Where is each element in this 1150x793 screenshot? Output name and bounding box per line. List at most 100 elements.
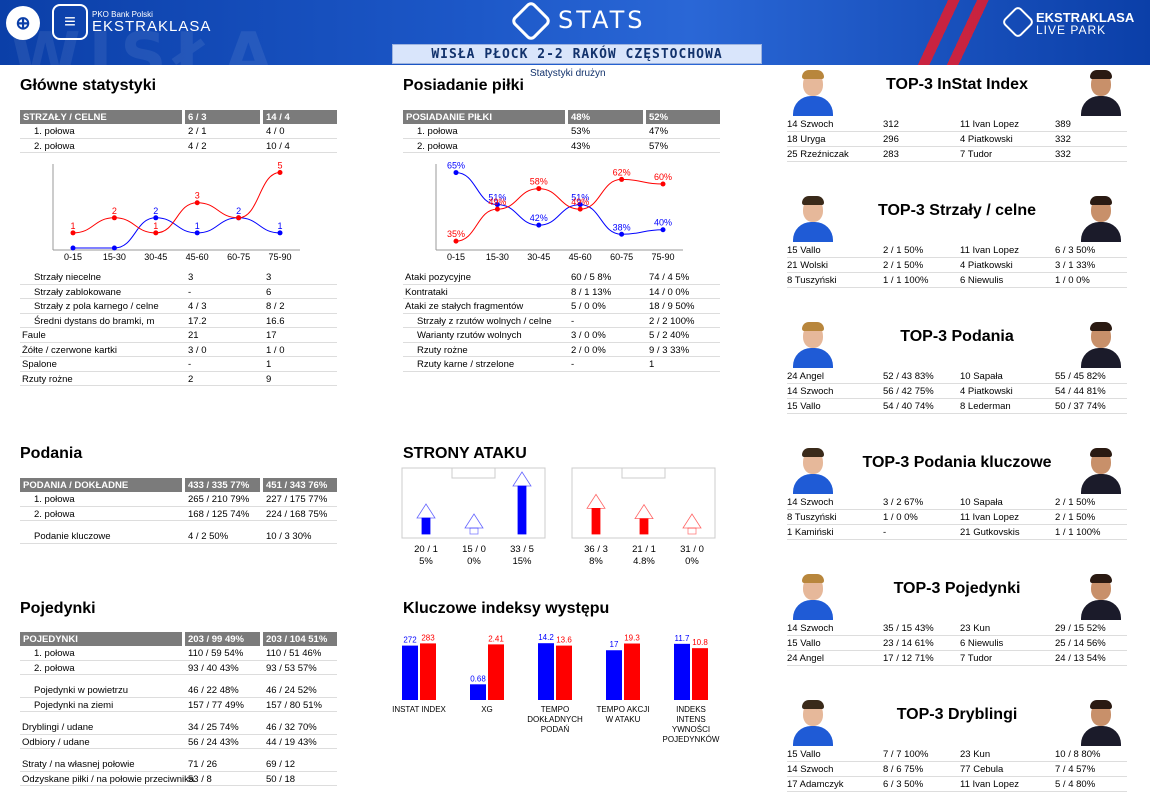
player-team1: 14 Szwoch	[787, 764, 834, 775]
value-team2: 54 / 44 81%	[1055, 386, 1106, 397]
point-blue	[111, 245, 117, 251]
row-team2-value: 5 / 2 40%	[649, 330, 690, 341]
value-team1: -	[883, 527, 887, 538]
point-red	[153, 230, 159, 236]
index-label: INDEKS	[676, 705, 706, 714]
row-team2-value: 46 / 32 70%	[266, 722, 317, 733]
attack-side-count: 21 / 1	[632, 544, 656, 555]
point-blue	[619, 231, 625, 237]
row-team1-value: -	[188, 286, 192, 298]
avatar-hair	[1090, 70, 1112, 79]
livepark-top: EKSTRAKLASA	[1036, 10, 1135, 25]
avatar-shirt	[793, 96, 833, 116]
data-label-blue: 65%	[447, 161, 465, 171]
avatar-hair	[802, 700, 824, 709]
avatar-hair	[802, 70, 824, 79]
data-label-red: 1	[153, 221, 158, 231]
row-label: 1. połowa	[34, 494, 75, 505]
point-red	[536, 186, 542, 192]
x-tick-label: 0-15	[447, 252, 465, 262]
index-bar-blue	[402, 645, 418, 700]
top3-block: TOP-3 Podania kluczowe 14 Szwoch 3 / 2 67%…	[787, 448, 1127, 568]
value-team1: 23 / 14 61%	[883, 638, 934, 649]
value-team1: 54 / 40 74%	[883, 401, 934, 412]
value-team1: 17 / 12 71%	[883, 653, 934, 664]
row-team1-value: 3 / 0	[188, 344, 207, 356]
player-team2: 11 Ivan Lopez	[960, 512, 1019, 523]
row-team2-value: 1	[266, 359, 272, 370]
duels-header-row: POJEDYNKI 203 / 99 49% 203 / 104 51%	[20, 632, 337, 646]
top3-row: 15 Vallo 54 / 40 74% 8 Lederman 50 / 37 74%	[787, 400, 1127, 414]
index-value-red: 13.6	[556, 636, 572, 645]
row-team1-value: 157 / 77 49%	[188, 699, 244, 711]
row-team2-value: 6	[266, 286, 272, 298]
avatar-team1	[793, 574, 833, 620]
attack-side-pct: 0%	[685, 556, 699, 567]
row-label: Rzuty rożne	[22, 373, 73, 385]
value-team1: 52 / 43 83%	[883, 371, 934, 382]
value-team2: 24 / 13 54%	[1055, 653, 1106, 664]
avatar-hair	[1090, 574, 1112, 583]
index-bar-red	[556, 645, 572, 700]
avatar-team2	[1081, 70, 1121, 116]
avatar-team1	[793, 448, 833, 494]
point-red	[277, 170, 283, 176]
player-team2: 11 Ivan Lopez	[960, 119, 1019, 130]
point-blue	[660, 227, 666, 233]
index-bar-blue	[538, 643, 554, 700]
pko-logo: ⊕	[6, 6, 40, 40]
avatar-shirt	[793, 600, 833, 620]
point-blue	[494, 202, 500, 208]
index-label: TEMPO	[541, 705, 569, 714]
player-team1: 15 Vallo	[787, 401, 821, 412]
data-label-blue: 2	[153, 206, 158, 216]
value-team1: 3 / 2 67%	[883, 497, 924, 508]
stat-row: Średni dystans do bramki, m 17.2 16.6	[20, 314, 337, 328]
player-team1: 18 Uryga	[787, 134, 826, 145]
row-team2-value: 57%	[649, 140, 669, 152]
row-gap	[20, 521, 337, 529]
avatar-shirt	[793, 348, 833, 368]
attack-row: Rzuty rożne 2 / 0 0% 9 / 3 33%	[403, 343, 720, 357]
avatar-hair	[802, 196, 824, 205]
sponsor-label: PKO Bank Polski	[92, 10, 153, 19]
section-title-strony: STRONY ATAKU	[403, 445, 527, 462]
point-blue	[277, 230, 283, 236]
index-label: W ATAKU	[606, 715, 641, 724]
row-team1-value: 53 / 8	[188, 773, 212, 785]
duel-row: 2. połowa 93 / 40 43% 93 / 53 57%	[20, 661, 337, 675]
row-team2-value: 157 / 80 51%	[266, 699, 322, 711]
row-label: Strzały z pola karnego / celne	[34, 301, 159, 312]
attack-side-count: 15 / 0	[462, 544, 486, 555]
row-team1-value: 110 / 59 54%	[188, 648, 244, 659]
attack-side-bar-red	[586, 493, 606, 535]
row-team1-value: 43%	[571, 140, 591, 152]
row-team1-value: 5 / 0 0%	[571, 301, 606, 312]
data-label-blue: 51%	[571, 193, 589, 203]
row-team2-value: 4 / 0	[266, 126, 285, 137]
value-team2: 1 / 1 100%	[1055, 527, 1101, 538]
top3-row: 14 Szwoch 8 / 6 75% 77 Cebula 7 / 4 57%	[787, 763, 1127, 777]
player-team1: 14 Szwoch	[787, 497, 834, 508]
passes-half-row: 2. połowa 168 / 125 74% 224 / 168 75%	[20, 507, 337, 521]
x-tick-label: 30-45	[527, 252, 550, 262]
player-team1: 15 Vallo	[787, 245, 821, 256]
value-team2: 389	[1055, 119, 1071, 130]
index-value-red: 19.3	[624, 634, 640, 643]
row-team1-value: 2 / 1	[188, 126, 207, 137]
top3-row: 14 Szwoch 35 / 15 43% 23 Kun 29 / 15 52%	[787, 622, 1127, 636]
row-team1-value: -	[571, 359, 575, 370]
row-team1-value: 8 / 1 13%	[571, 286, 612, 298]
index-label: INTENS	[676, 715, 705, 724]
row-team1-value: 4 / 3	[188, 301, 207, 312]
attack-side-bar-red	[634, 503, 654, 535]
duel-row: Straty / na własnej połowie 71 / 26 69 / 1…	[20, 757, 337, 772]
series-line-blue	[72, 217, 281, 249]
top3-title: TOP-3 Podania	[900, 328, 1014, 345]
data-label-red: 62%	[613, 167, 631, 177]
top3-title: TOP-3 Strzały / celne	[878, 202, 1036, 219]
point-red	[70, 230, 76, 236]
player-team1: 1 Kamiński	[787, 527, 834, 538]
index-bar-blue	[470, 684, 486, 700]
data-label-red: 49%	[571, 197, 589, 207]
